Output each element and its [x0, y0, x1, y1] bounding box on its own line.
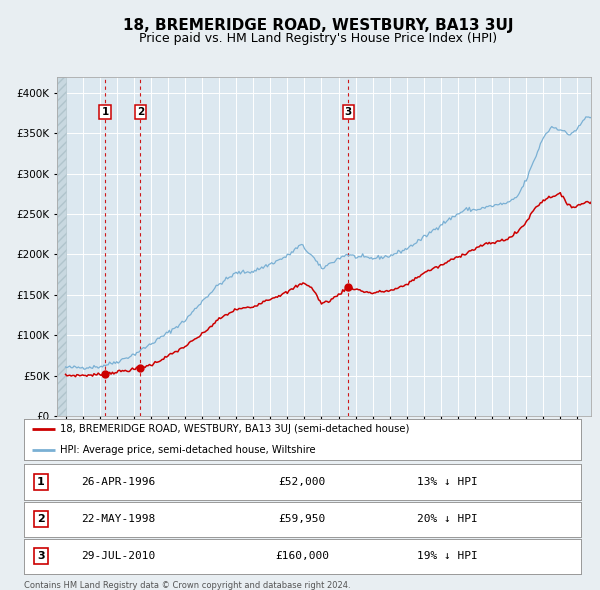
Text: 3: 3	[344, 107, 352, 117]
Text: 26-APR-1996: 26-APR-1996	[82, 477, 156, 487]
Bar	[57, 77, 65, 416]
Text: 1: 1	[101, 107, 109, 117]
Text: 2: 2	[37, 514, 44, 524]
Text: 2: 2	[137, 107, 144, 117]
Text: 18, BREMERIDGE ROAD, WESTBURY, BA13 3UJ (semi-detached house): 18, BREMERIDGE ROAD, WESTBURY, BA13 3UJ …	[60, 424, 410, 434]
Text: 13% ↓ HPI: 13% ↓ HPI	[417, 477, 478, 487]
Text: £160,000: £160,000	[275, 552, 329, 561]
Text: Price paid vs. HM Land Registry's House Price Index (HPI): Price paid vs. HM Land Registry's House …	[139, 32, 497, 45]
Text: 18, BREMERIDGE ROAD, WESTBURY, BA13 3UJ: 18, BREMERIDGE ROAD, WESTBURY, BA13 3UJ	[123, 18, 513, 32]
Text: Contains HM Land Registry data © Crown copyright and database right 2024.
This d: Contains HM Land Registry data © Crown c…	[24, 581, 350, 590]
Text: 29-JUL-2010: 29-JUL-2010	[82, 552, 156, 561]
Text: £52,000: £52,000	[279, 477, 326, 487]
Text: £59,950: £59,950	[279, 514, 326, 524]
Text: 20% ↓ HPI: 20% ↓ HPI	[417, 514, 478, 524]
Text: HPI: Average price, semi-detached house, Wiltshire: HPI: Average price, semi-detached house,…	[60, 445, 316, 455]
Text: 19% ↓ HPI: 19% ↓ HPI	[417, 552, 478, 561]
Text: 22-MAY-1998: 22-MAY-1998	[82, 514, 156, 524]
Text: 3: 3	[37, 552, 44, 561]
Text: 1: 1	[37, 477, 44, 487]
